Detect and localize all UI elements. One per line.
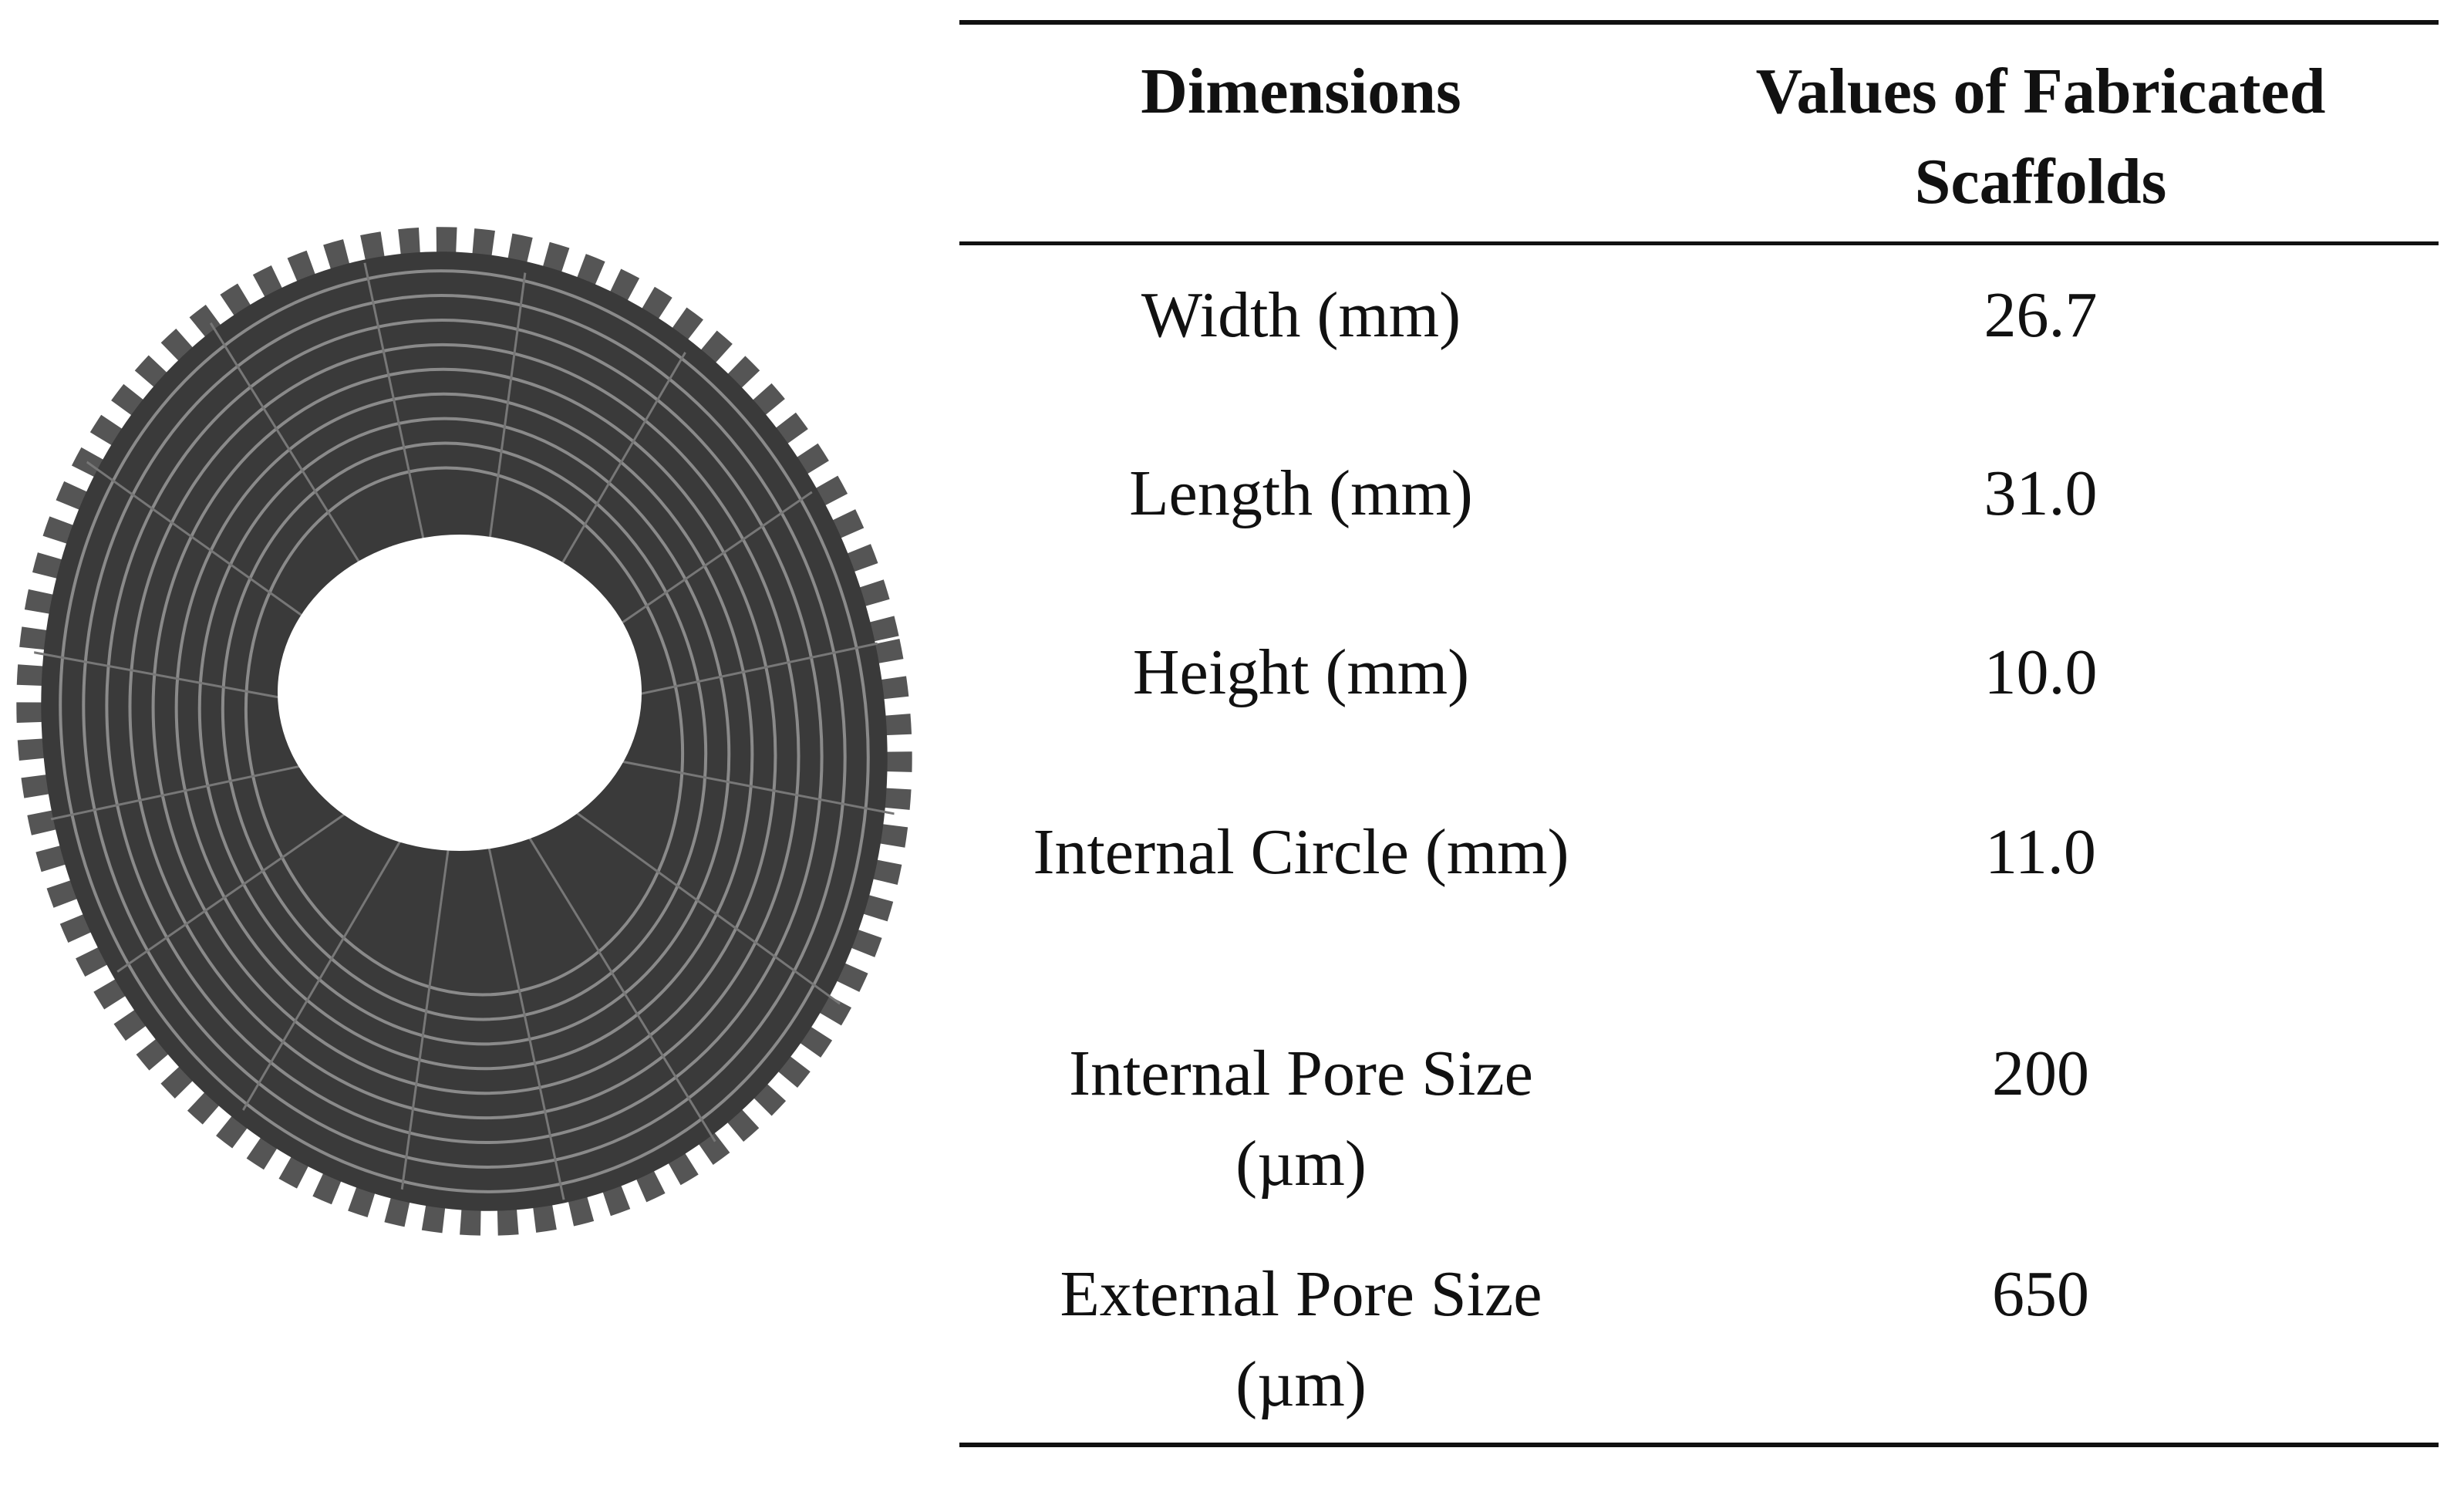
top-rule [959, 20, 2439, 25]
dimension-cell: Internal Circle (mm) [1033, 816, 1569, 888]
scaffold-image [0, 164, 956, 1302]
value-cell: 31.0 [1984, 457, 2098, 529]
header-cell: Dimensions [1141, 56, 1461, 127]
scaffold-hole [278, 535, 642, 851]
value-cell: 11.0 [1985, 816, 2096, 888]
dimension-cell: Internal Pore Size (µm) [1069, 1038, 1533, 1200]
bottom-rule [959, 1443, 2439, 1447]
dimension-cell: External Pore Size (µm) [1060, 1258, 1542, 1420]
value-cell: 10.0 [1984, 636, 2098, 708]
value-cell: 200 [1992, 1038, 2089, 1109]
header-cell: Values of Fabricated Scaffolds [1755, 56, 2326, 218]
dimension-cell: Width (mm) [1141, 279, 1461, 351]
dimension-cell: Height (mm) [1132, 636, 1470, 708]
value-cell: 26.7 [1984, 279, 2098, 351]
header-rule [959, 241, 2439, 245]
value-cell: 650 [1992, 1258, 2089, 1330]
dimension-cell: Length (mm) [1129, 457, 1473, 529]
